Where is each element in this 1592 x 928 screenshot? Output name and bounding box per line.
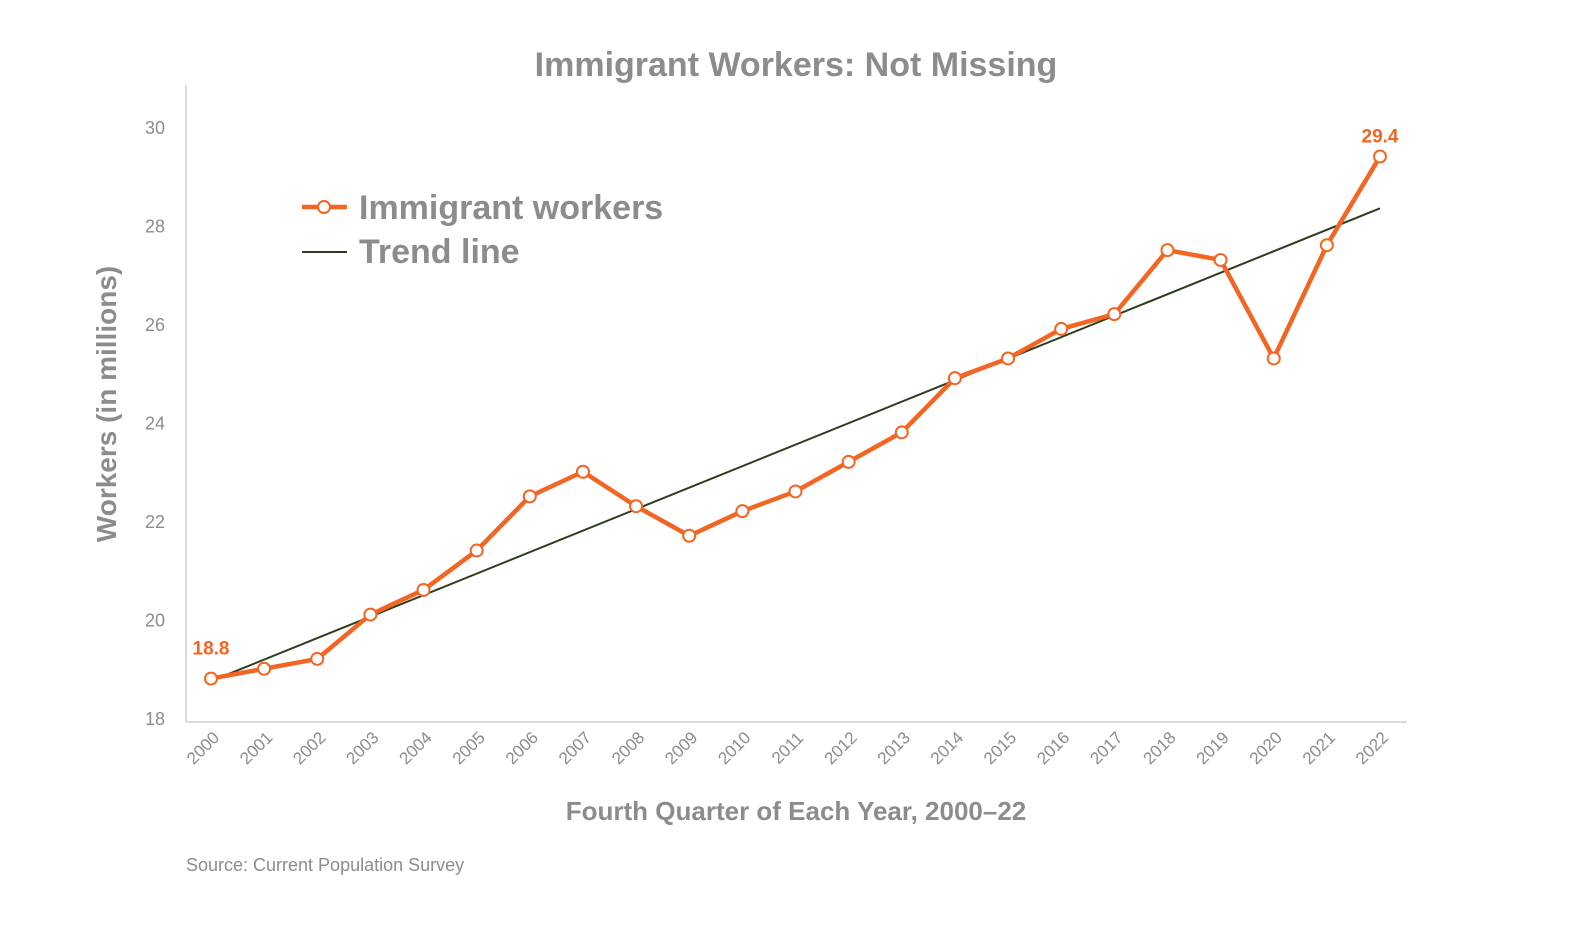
x-tick-label: 2020 xyxy=(1246,728,1286,768)
x-tick-label: 2017 xyxy=(1086,728,1126,768)
x-tick-label: 2010 xyxy=(714,728,754,768)
x-tick-label: 2014 xyxy=(927,728,967,768)
x-tick-label: 2002 xyxy=(289,728,329,768)
x-tick-label: 2016 xyxy=(1033,728,1073,768)
data-point-2018 xyxy=(1160,243,1175,258)
x-tick-label: 2007 xyxy=(555,728,595,768)
data-point-2003 xyxy=(363,607,378,622)
legend-marker-immigrant-workers xyxy=(317,200,331,214)
x-tick-label: 2019 xyxy=(1193,728,1233,768)
y-tick-label: 20 xyxy=(145,611,165,631)
data-point-2017 xyxy=(1107,307,1122,322)
x-tick-label: 2008 xyxy=(608,728,648,768)
data-point-2020 xyxy=(1266,351,1281,366)
x-tick-label: 2001 xyxy=(236,728,276,768)
data-point-2014 xyxy=(947,371,962,386)
data-point-2001 xyxy=(257,661,272,676)
y-tick-label: 24 xyxy=(145,414,165,434)
x-tick-label: 2004 xyxy=(396,728,436,768)
x-tick-label: 2015 xyxy=(980,728,1020,768)
y-tick-label: 22 xyxy=(145,512,165,532)
data-point-2006 xyxy=(522,489,537,504)
legend: Immigrant workers Trend line xyxy=(302,189,663,271)
x-tick-label: 2021 xyxy=(1299,728,1339,768)
data-point-2015 xyxy=(1001,351,1016,366)
y-tick-label: 28 xyxy=(145,217,165,237)
data-point-2019 xyxy=(1213,252,1228,267)
y-axis-label: Workers (in millions) xyxy=(91,266,122,542)
y-tick-label: 30 xyxy=(145,118,165,138)
x-tick-label: 2022 xyxy=(1352,728,1392,768)
x-tick-label: 2012 xyxy=(821,728,861,768)
y-tick-label: 18 xyxy=(145,709,165,729)
data-point-2000 xyxy=(204,671,218,686)
x-tick-label: 2006 xyxy=(502,728,542,768)
data-point-2005 xyxy=(469,543,484,558)
x-tick-label: 2011 xyxy=(768,728,807,767)
y-tick-label: 26 xyxy=(145,315,165,335)
data-point-2010 xyxy=(735,504,750,519)
data-point-2022 xyxy=(1373,149,1387,164)
data-label-start: 18.8 xyxy=(193,639,230,660)
trend-line xyxy=(210,207,1381,682)
x-tick-label: 2005 xyxy=(449,728,489,768)
data-point-2012 xyxy=(841,454,856,469)
data-point-2016 xyxy=(1054,321,1069,336)
legend-label-immigrant-workers: Immigrant workers xyxy=(359,189,663,227)
data-point-2002 xyxy=(310,651,325,666)
data-point-2021 xyxy=(1319,238,1334,253)
data-point-2009 xyxy=(682,528,697,543)
data-point-2008 xyxy=(629,499,644,514)
chart-title: Immigrant Workers: Not Missing xyxy=(535,46,1058,84)
x-tick-label: 2000 xyxy=(183,728,223,768)
source-note: Source: Current Population Survey xyxy=(186,855,464,875)
x-tick-label: 2009 xyxy=(661,728,701,768)
x-tick-label: 2013 xyxy=(874,728,914,768)
data-label-end: 29.4 xyxy=(1362,127,1399,148)
data-point-2007 xyxy=(575,464,590,479)
x-tick-label: 2018 xyxy=(1139,728,1179,768)
x-tick-label: 2003 xyxy=(342,728,382,768)
x-axis-label: Fourth Quarter of Each Year, 2000–22 xyxy=(566,796,1027,826)
legend-label-trend-line: Trend line xyxy=(359,233,520,271)
data-point-2011 xyxy=(788,484,803,499)
data-point-2004 xyxy=(416,582,431,597)
data-point-2013 xyxy=(894,425,909,440)
